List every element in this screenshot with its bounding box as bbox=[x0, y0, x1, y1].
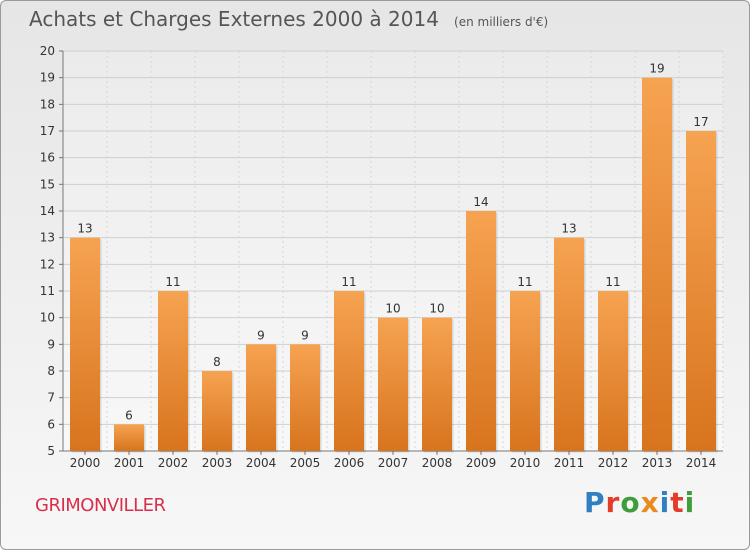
proxiti-logo: Proxiti bbox=[584, 486, 695, 519]
bar bbox=[598, 291, 628, 451]
y-tick-label: 13 bbox=[40, 231, 55, 245]
data-label: 9 bbox=[301, 328, 309, 342]
data-labels: 13 6 11 8 9 9 11 10 10 14 11 13 11 19 17 bbox=[77, 62, 708, 423]
logo-letter: i bbox=[659, 486, 671, 519]
x-tick-label: 2011 bbox=[554, 456, 585, 470]
bar bbox=[686, 131, 716, 451]
x-tick-label: 2004 bbox=[246, 456, 277, 470]
bar bbox=[510, 291, 540, 451]
logo-letter: i bbox=[684, 486, 696, 519]
y-tick-label: 9 bbox=[47, 337, 55, 351]
y-tick-label: 15 bbox=[40, 177, 55, 191]
axes: 5 6 7 8 9 10 11 12 13 14 15 16 17 18 19 20 2000 2001 2002 2… bbox=[40, 44, 723, 470]
y-tick-label: 16 bbox=[40, 151, 55, 165]
x-tick-label: 2005 bbox=[290, 456, 321, 470]
y-tick-label: 10 bbox=[40, 311, 55, 325]
x-tick-label: 2010 bbox=[510, 456, 541, 470]
x-tick-label: 2014 bbox=[686, 456, 717, 470]
y-tick-label: 7 bbox=[47, 391, 55, 405]
bar bbox=[202, 371, 232, 451]
bar bbox=[246, 344, 276, 451]
y-tick-label: 6 bbox=[47, 417, 55, 431]
y-tick-label: 8 bbox=[47, 364, 55, 378]
x-tick-label: 2003 bbox=[202, 456, 233, 470]
y-tick-label: 20 bbox=[40, 44, 55, 58]
x-tick-label: 2013 bbox=[642, 456, 673, 470]
data-label: 11 bbox=[165, 275, 180, 289]
data-label: 19 bbox=[649, 62, 664, 76]
city-name: GRIMONVILLER bbox=[35, 495, 166, 516]
x-tick-label: 2001 bbox=[114, 456, 145, 470]
bar bbox=[158, 291, 188, 451]
bar bbox=[290, 344, 320, 451]
x-tick-label: 2000 bbox=[70, 456, 101, 470]
data-label: 10 bbox=[429, 302, 444, 316]
chart-subtitle: (en milliers d'€) bbox=[454, 15, 549, 29]
bar bbox=[422, 317, 452, 451]
title-row: Achats et Charges Externes 2000 à 2014 (… bbox=[29, 7, 548, 31]
y-tick-label: 5 bbox=[47, 444, 55, 458]
x-tick-label: 2007 bbox=[378, 456, 409, 470]
data-label: 13 bbox=[77, 222, 92, 236]
data-label: 8 bbox=[213, 355, 221, 369]
x-tick-label: 2006 bbox=[334, 456, 365, 470]
bar bbox=[554, 237, 584, 451]
x-tick-label: 2009 bbox=[466, 456, 497, 470]
logo-letter: o bbox=[620, 486, 641, 519]
y-tick-label: 18 bbox=[40, 97, 55, 111]
y-tick-label: 17 bbox=[40, 124, 55, 138]
bar bbox=[70, 237, 100, 451]
bar bbox=[378, 317, 408, 451]
data-label: 17 bbox=[693, 115, 708, 129]
logo-letter: r bbox=[605, 486, 621, 519]
data-label: 11 bbox=[605, 275, 620, 289]
y-tick-label: 11 bbox=[40, 284, 55, 298]
x-tick-label: 2008 bbox=[422, 456, 453, 470]
bars bbox=[70, 77, 718, 453]
y-tick-label: 19 bbox=[40, 71, 55, 85]
x-tick-label: 2002 bbox=[158, 456, 189, 470]
bar bbox=[642, 77, 672, 452]
bar bbox=[334, 291, 364, 451]
y-tick-label: 12 bbox=[40, 257, 55, 271]
data-label: 11 bbox=[517, 275, 532, 289]
data-label: 11 bbox=[341, 275, 356, 289]
bar bbox=[114, 424, 144, 451]
data-label: 14 bbox=[473, 195, 488, 209]
data-label: 6 bbox=[125, 408, 133, 422]
y-tick-label: 14 bbox=[40, 204, 55, 218]
logo-letter: P bbox=[584, 486, 606, 519]
logo-letter: x bbox=[640, 486, 660, 519]
x-tick-label: 2012 bbox=[598, 456, 629, 470]
data-label: 10 bbox=[385, 302, 400, 316]
data-label: 13 bbox=[561, 222, 576, 236]
data-label: 9 bbox=[257, 328, 265, 342]
logo-letter: t bbox=[670, 486, 685, 519]
bar bbox=[466, 211, 496, 451]
chart-title: Achats et Charges Externes 2000 à 2014 bbox=[29, 7, 439, 31]
